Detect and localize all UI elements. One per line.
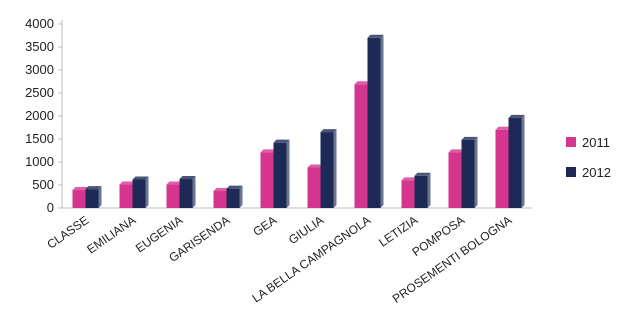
bar-2012-classe xyxy=(85,189,99,208)
y-tick-label: 2500 xyxy=(25,85,54,100)
bar-top xyxy=(260,149,277,153)
bar-2011-garisenda xyxy=(213,190,227,208)
bar-2011-giulia xyxy=(307,167,321,208)
bar-2011-pomposa xyxy=(448,152,462,208)
bars xyxy=(72,34,525,208)
y-tick-label: 2000 xyxy=(25,108,54,123)
bar-top xyxy=(273,139,290,143)
bar-side xyxy=(192,176,196,208)
legend-swatch-2011 xyxy=(566,137,576,147)
bar-top xyxy=(401,177,418,181)
bar-side xyxy=(380,34,384,208)
bar-top xyxy=(132,176,149,180)
y-tick-label: 1500 xyxy=(25,131,54,146)
y-tick-label: 3500 xyxy=(25,39,54,54)
bar-top xyxy=(354,81,371,85)
bar-2011-classe xyxy=(72,190,86,208)
bar-top xyxy=(414,172,431,176)
bar-side xyxy=(474,136,478,208)
bar-side xyxy=(427,172,431,208)
bar-top xyxy=(508,114,525,118)
bar-2012-emiliana xyxy=(132,179,146,208)
bar-2012-giulia xyxy=(320,132,334,208)
x-tick-label: GEA xyxy=(250,213,279,239)
bar-2012-pomposa xyxy=(461,139,475,208)
bar-2011-eugenia xyxy=(166,184,180,208)
bar-top xyxy=(72,187,89,191)
bar-top xyxy=(213,187,230,191)
bar-2011-gea xyxy=(260,152,274,208)
y-tick-label: 500 xyxy=(32,177,54,192)
bar-2012-garisenda xyxy=(226,188,240,208)
legend-label-2012: 2012 xyxy=(582,165,611,180)
legend-label-2011: 2011 xyxy=(582,135,610,150)
bar-top xyxy=(166,181,183,185)
y-tick-label: 4000 xyxy=(25,16,54,31)
bar-side xyxy=(333,129,337,208)
bar-2012-prosementi-bologna xyxy=(508,117,522,208)
bar-2012-letizia xyxy=(414,175,428,208)
legend-swatch-2012 xyxy=(566,167,576,177)
legend: 2011 2012 xyxy=(566,135,611,180)
bar-top xyxy=(85,186,102,190)
x-tick-label: EMILIANA xyxy=(84,213,138,257)
bar-2011-letizia xyxy=(401,180,415,208)
y-tick-label: 3000 xyxy=(25,62,54,77)
bar-top xyxy=(461,136,478,140)
bar-side xyxy=(98,186,102,208)
bar-top xyxy=(226,185,243,189)
axes: 0 500 1000 1500 2000 2500 3000 3500 4000 xyxy=(25,16,532,215)
bar-2012-eugenia xyxy=(179,179,193,208)
bar-top xyxy=(367,34,384,38)
bar-side xyxy=(521,114,525,208)
y-tick-label: 0 xyxy=(47,200,54,215)
bar-side xyxy=(145,176,149,208)
bar-top xyxy=(495,126,512,130)
x-tick-label: GIULIA xyxy=(286,213,326,247)
bar-top xyxy=(307,164,324,168)
bar-top xyxy=(448,149,465,153)
bar-top xyxy=(119,181,136,185)
bar-2011-la-bella-campagnola xyxy=(354,84,368,208)
y-tick-label: 1000 xyxy=(25,154,54,169)
bar-2011-emiliana xyxy=(119,184,133,208)
bar-top xyxy=(179,176,196,180)
bar-2012-gea xyxy=(273,142,287,208)
bar-side xyxy=(239,185,243,208)
bar-2012-la-bella-campagnola xyxy=(367,37,381,208)
bar-side xyxy=(286,139,290,208)
bar-top xyxy=(320,129,337,133)
bar-2011-prosementi-bologna xyxy=(495,129,509,208)
